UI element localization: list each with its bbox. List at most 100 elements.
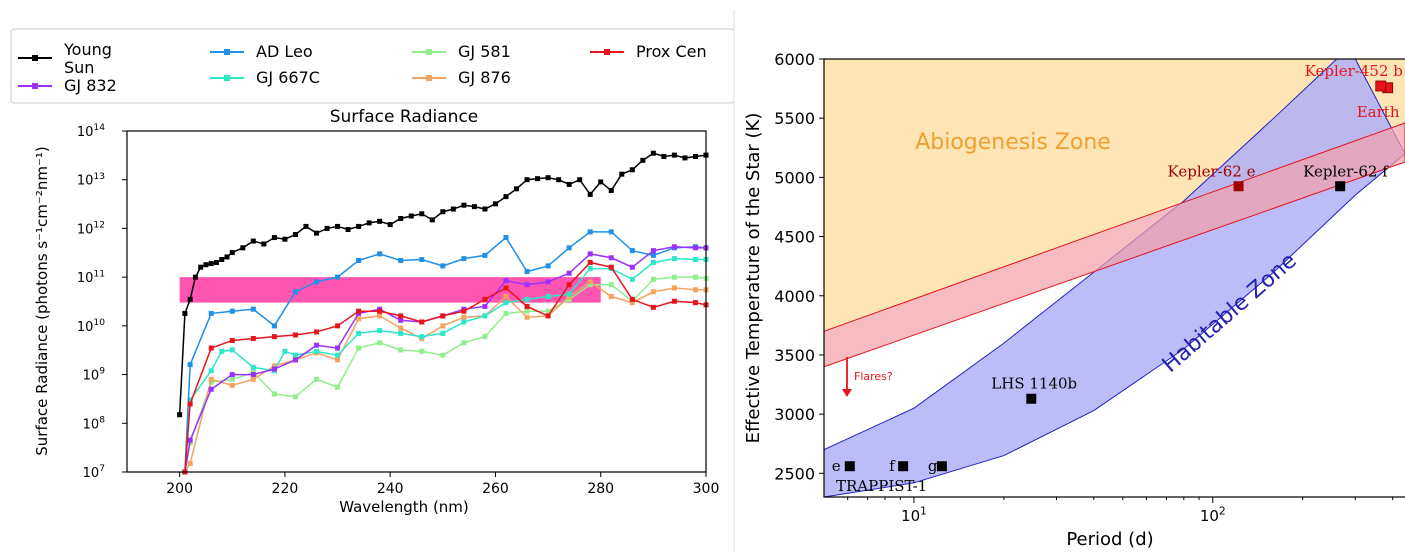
point-young-sun <box>419 211 425 217</box>
point-gj-581 <box>503 310 509 316</box>
legend-marker <box>604 49 610 55</box>
point-e: e <box>832 457 855 475</box>
point-gj-876 <box>271 363 277 369</box>
legend-label: GJ 876 <box>458 68 511 87</box>
point-prox-cen <box>271 334 277 340</box>
point-label-kepler-62-f: Kepler-62 f <box>1303 162 1389 180</box>
point-young-sun <box>514 186 520 192</box>
point-gj-667c <box>482 313 488 319</box>
point-young-sun <box>640 157 646 163</box>
legend-entry: GJ 876 <box>412 68 511 87</box>
point-young-sun <box>250 238 256 244</box>
point-ad-leo <box>608 229 614 235</box>
point-gj-667c <box>650 259 656 265</box>
point-young-sun <box>229 250 235 256</box>
point-gj-581 <box>482 334 488 340</box>
point-prox-cen <box>608 264 614 270</box>
point-prox-cen <box>524 303 530 309</box>
point-marker-lhs-1140b <box>1026 393 1037 404</box>
point-young-sun <box>471 204 477 210</box>
point-gj-832 <box>629 264 635 270</box>
point-gj-667c <box>377 328 383 334</box>
point-gj-581 <box>608 282 614 288</box>
red-band <box>824 122 1405 368</box>
point-young-sun <box>377 218 383 224</box>
point-gj-667c <box>282 348 288 354</box>
point-gj-876 <box>671 285 677 291</box>
point-prox-cen <box>671 298 677 304</box>
point-prox-cen <box>692 300 698 306</box>
point-young-sun <box>619 171 625 177</box>
y-tick-label: 4500 <box>774 228 815 247</box>
series-prox-cen <box>182 259 709 475</box>
abiogenesis-zone-label: Abiogenesis Zone <box>915 130 1111 155</box>
legend-marker <box>224 49 230 55</box>
legend-entry: GJ 581 <box>412 42 511 61</box>
point-young-sun <box>198 264 204 270</box>
point-gj-667c <box>335 352 341 358</box>
point-gj-876 <box>440 323 446 329</box>
y-tick-label: 5000 <box>774 168 815 187</box>
series-line-ad-leo <box>184 231 707 473</box>
point-ad-leo <box>250 306 256 312</box>
point-prox-cen <box>356 308 362 314</box>
point-prox-cen <box>482 296 488 302</box>
point-gj-832 <box>187 437 193 443</box>
point-ad-leo <box>187 362 193 368</box>
point-gj-581 <box>335 384 341 390</box>
y-tick-label: 6000 <box>774 50 815 69</box>
point-prox-cen <box>398 313 404 319</box>
x-tick-label: 101 <box>901 505 927 525</box>
point-gj-832 <box>650 248 656 254</box>
point-gj-581 <box>398 347 404 353</box>
point-young-sun <box>224 254 230 260</box>
point-marker-e <box>844 461 855 472</box>
series-young-sun <box>177 150 709 418</box>
y-tick-label: 3000 <box>774 405 815 424</box>
point-gj-667c <box>292 352 298 358</box>
point-young-sun <box>177 412 183 418</box>
point-gj-832 <box>229 372 235 378</box>
point-gj-876 <box>187 460 193 466</box>
point-gj-581 <box>692 274 698 280</box>
point-label-f: f <box>889 457 896 475</box>
point-young-sun <box>282 236 288 242</box>
point-young-sun <box>566 181 572 187</box>
legend-label: GJ 581 <box>458 42 511 61</box>
point-g: g <box>928 457 947 475</box>
point-marker-f <box>898 461 909 472</box>
point-prox-cen <box>587 259 593 265</box>
y-tick-label: 1013 <box>77 172 105 189</box>
point-young-sun <box>682 155 688 161</box>
point-gj-581 <box>587 282 593 288</box>
y-tick-label: 4000 <box>774 287 815 306</box>
point-gj-832 <box>208 386 214 392</box>
point-prox-cen <box>377 308 383 314</box>
point-young-sun <box>356 223 362 229</box>
point-gj-667c <box>187 397 193 403</box>
point-prox-cen <box>503 285 509 291</box>
point-young-sun <box>629 167 635 173</box>
surface-radiance-chart: Surface Radiance 200 220 240 260 280 300 107 1… <box>10 28 735 516</box>
point-ad-leo <box>356 257 362 263</box>
x-tick-label: 260 <box>482 481 509 497</box>
point-prox-cen <box>229 338 235 344</box>
series-gj-876 <box>182 279 709 475</box>
y-tick-label: 3500 <box>774 346 815 365</box>
point-young-sun <box>440 209 446 215</box>
point-gj-667c <box>692 257 698 263</box>
series-gj-667c <box>182 256 709 475</box>
point-young-sun <box>598 179 604 185</box>
y-tick-label: 107 <box>83 464 106 481</box>
point-young-sun <box>482 206 488 212</box>
point-gj-581 <box>419 348 425 354</box>
point-ad-leo <box>292 289 298 295</box>
legend-label: GJ 832 <box>64 76 117 95</box>
right-x-axis-label: Period (d) <box>1066 529 1153 550</box>
point-gj-667c <box>587 266 593 272</box>
point-young-sun <box>650 150 656 156</box>
point-young-sun <box>335 223 341 229</box>
legend-entry: AD Leo <box>210 42 313 61</box>
legend-label: GJ 667C <box>256 68 320 87</box>
